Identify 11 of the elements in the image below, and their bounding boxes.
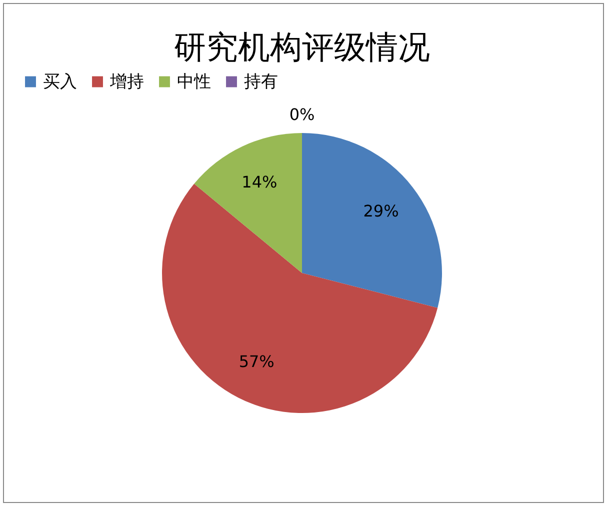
chart-title: 研究机构评级情况 [174, 28, 430, 66]
data-label: 29% [363, 202, 399, 221]
legend-label: 持有 [244, 72, 278, 92]
data-label: 57% [238, 352, 274, 372]
legend-label: 买入 [43, 72, 77, 92]
data-label: 14% [242, 172, 278, 192]
legend-label: 中性 [177, 72, 211, 92]
pie-slice [302, 133, 442, 308]
pie-slice [194, 133, 302, 273]
legend-label: 增持 [109, 72, 144, 92]
text: 0% [289, 105, 315, 124]
